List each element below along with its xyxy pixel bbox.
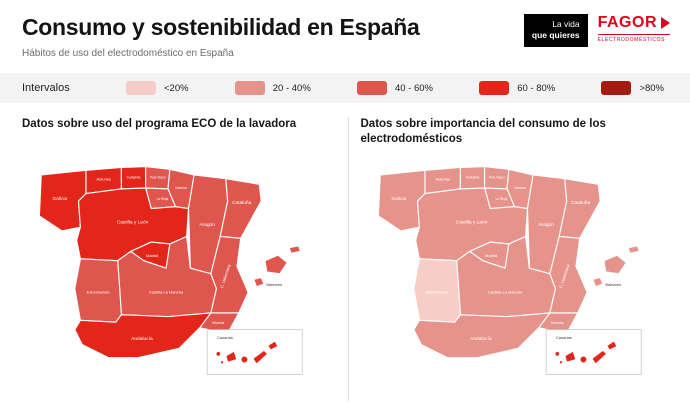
region-label: Navarra [514, 186, 525, 190]
canarias-island [219, 360, 225, 365]
legend-item-label: 60 - 80% [517, 82, 556, 94]
panel-title-left: Datos sobre uso del programa ECO de la l… [22, 118, 297, 130]
baleares-island [591, 276, 604, 288]
region-andalucia [412, 312, 550, 359]
legend-item: <20% [126, 81, 189, 95]
region-label: La Rioja [157, 197, 169, 201]
region-label: Castilla y León [117, 219, 149, 225]
region-cataluna [219, 178, 262, 239]
region-label: Extremadura [425, 289, 449, 294]
canarias-island [578, 355, 588, 364]
panel-title-right: Datos sobre importancia del consumo de l… [360, 118, 606, 145]
region-cataluna [558, 178, 601, 239]
canarias-island [553, 350, 560, 357]
canarias-island [558, 360, 563, 365]
region-label: Asturias [96, 177, 110, 182]
canarias-island [252, 349, 269, 365]
canarias-inset-box [206, 329, 303, 375]
legend-item-label: 20 - 40% [272, 82, 311, 94]
region-label: Baleares [266, 282, 282, 287]
header-left: Consumo y sostenibilidad en España Hábit… [22, 14, 420, 59]
map-slot: Galicia Asturias Cantabria País Vasco Na… [361, 147, 681, 380]
region-label: La Rioja [495, 197, 507, 201]
region-label: Castilla-La Mancha [149, 289, 184, 294]
spain-map: Galicia Asturias Cantabria País Vasco Na… [377, 166, 642, 375]
baleares-island [288, 245, 301, 254]
region-label: País Vasco [488, 176, 504, 180]
legend-title: Intervalos [22, 82, 70, 94]
legend-item: 20 - 40% [234, 81, 311, 95]
brand-subtitle: ELECTRODOMÉSTICOS [597, 37, 666, 43]
legend: Intervalos <20% 20 - 40% 40 - 60% 60 - 80% >… [0, 73, 690, 103]
region-label: Castilla y León [455, 219, 487, 225]
region-label: Navarra [175, 186, 186, 190]
region-label: Castilla-La Mancha [488, 289, 523, 294]
tagline-line2: que quieres [531, 30, 580, 41]
canarias-island [225, 350, 238, 363]
legend-swatch [234, 81, 265, 95]
baleares-island [253, 276, 265, 288]
canarias-island [215, 350, 222, 357]
canarias-island [240, 355, 249, 364]
region-label: Galicia [391, 196, 406, 202]
region-label: Aragón [538, 222, 554, 228]
brand-name: FAGOR [597, 14, 657, 31]
baleares-island [602, 254, 627, 275]
fagor-logo: FAGOR ELECTRODOMÉSTICOS [597, 14, 670, 43]
region-label: Extremadura [87, 289, 111, 294]
page-title: Consumo y sostenibilidad en España [22, 14, 420, 40]
legend-items: <20% 20 - 40% 40 - 60% 60 - 80% >80% [126, 81, 664, 95]
baleares-island [627, 245, 640, 254]
legend-item-label: >80% [639, 82, 664, 94]
canarias-inset-box [545, 329, 642, 375]
region-label: Murcia [212, 320, 225, 325]
legend-item-label: <20% [164, 82, 189, 94]
region-label: Cantabria [127, 176, 141, 180]
region-label: Andalucía [131, 336, 153, 342]
canarias-island [563, 350, 577, 363]
canarias-island [590, 349, 607, 365]
region-label: Canarias [555, 335, 571, 340]
region-label: Cataluña [232, 200, 252, 206]
legend-item-label: 40 - 60% [394, 82, 433, 94]
fagor-flag-icon [661, 17, 670, 29]
region-label: Aragón [199, 222, 215, 228]
panel-consumption-importance: Datos sobre importancia del consumo de l… [361, 117, 681, 407]
region-label: Andalucía [470, 336, 492, 342]
panels: Datos sobre uso del programa ECO de la l… [0, 103, 690, 407]
brand-row: FAGOR [597, 14, 670, 35]
legend-swatch [601, 81, 632, 95]
panel-eco-usage: Datos sobre uso del programa ECO de la l… [22, 117, 342, 407]
canarias-island [605, 340, 618, 351]
map-slot: Galicia Asturias Cantabria País Vasco Na… [22, 147, 342, 380]
spain-map: Galicia Asturias Cantabria País Vasco Na… [38, 166, 303, 375]
region-label: Asturias [435, 177, 449, 182]
legend-swatch [126, 81, 156, 95]
header-right: La vida que quieres FAGOR ELECTRODOMÉSTI… [523, 14, 670, 47]
region-label: Madrid [485, 253, 497, 258]
legend-swatch [479, 81, 510, 95]
legend-item: >80% [601, 81, 664, 95]
region-label: Baleares [605, 282, 621, 287]
region-label: Madrid [146, 253, 158, 258]
baleares-island [264, 254, 288, 275]
canarias-island [267, 340, 279, 351]
region-andalucia [74, 312, 212, 359]
region-label: Murcia [551, 320, 564, 325]
region-label: Cantabria [465, 176, 479, 180]
legend-item: 40 - 60% [356, 81, 433, 95]
brand-tagline: La vida que quieres [523, 14, 588, 47]
legend-swatch [356, 81, 387, 95]
page-subtitle: Hábitos de uso del electrodoméstico en E… [22, 48, 234, 59]
region-label: País Vasco [150, 176, 166, 180]
region-label: Canarias [217, 335, 233, 340]
region-label: Cataluña [570, 200, 590, 206]
panel-divider [347, 117, 349, 401]
header: Consumo y sostenibilidad en España Hábit… [0, 0, 690, 59]
tagline-line1: La vida [552, 19, 580, 29]
legend-item: 60 - 80% [479, 81, 555, 95]
region-label: Galicia [53, 196, 68, 202]
